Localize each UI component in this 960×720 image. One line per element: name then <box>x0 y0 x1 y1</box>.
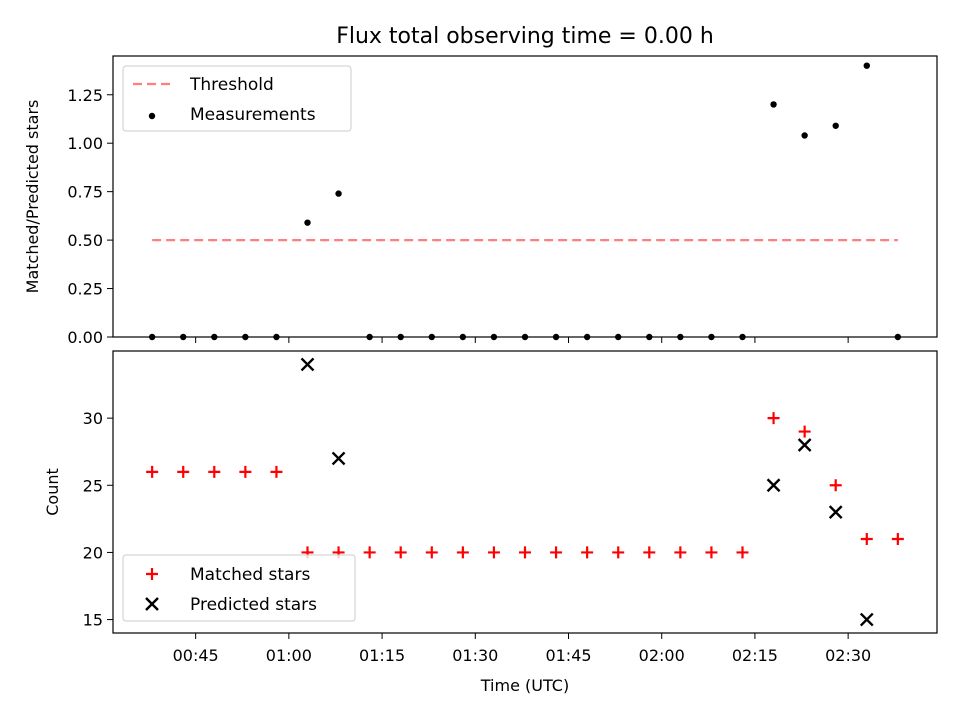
matched-star-marker <box>674 546 687 559</box>
matched-star-marker <box>829 479 842 492</box>
top-legend-box <box>122 65 352 132</box>
legend-threshold-label: Threshold <box>189 75 274 95</box>
legend-measurements-swatch <box>148 112 156 120</box>
matched-star-marker <box>487 546 500 559</box>
matched-star-marker <box>767 412 780 425</box>
bottom-xtick-label: 00:45 <box>173 646 219 665</box>
matched-star-marker <box>612 546 625 559</box>
matched-star-marker <box>705 546 718 559</box>
top-chart-title: Flux total observing time = 0.00 h <box>336 24 714 49</box>
top-ytick-label: 1.00 <box>67 134 103 153</box>
predicted-star-marker <box>828 505 843 519</box>
matched-star-marker <box>643 546 656 559</box>
matched-star-marker <box>798 425 811 438</box>
measurement-point <box>583 333 591 341</box>
measurement-point <box>397 333 404 341</box>
measurement-point <box>552 333 560 341</box>
legend-matched-label: Matched stars <box>190 565 310 585</box>
measurement-point <box>335 190 342 197</box>
predicted-star-marker <box>300 357 315 372</box>
measurement-point <box>863 62 870 69</box>
measurement-point <box>521 333 529 341</box>
matched-star-marker <box>394 546 407 559</box>
measurement-point <box>894 333 902 341</box>
legend-measurements-label: Measurements <box>190 105 316 125</box>
bottom-ytick-label: 15 <box>83 611 103 630</box>
measurement-point <box>832 122 839 129</box>
matched-star-marker <box>550 546 563 559</box>
measurement-point <box>770 101 777 108</box>
measurement-point <box>459 333 467 341</box>
measurement-point <box>677 333 684 341</box>
predicted-star-marker <box>331 451 346 466</box>
top-plot: 0.00 0.25 0.50 0.75 1.00 1.25 Matched/Predicte… <box>23 55 938 347</box>
measurement-point <box>428 333 435 341</box>
bottom-axes-frame <box>112 350 938 634</box>
bottom-xtick-label: 02:30 <box>825 646 871 665</box>
bottom-xlabel: Time (UTC) <box>480 676 569 695</box>
legend-predicted-label: Predicted stars <box>190 595 317 615</box>
measurement-point <box>739 333 746 341</box>
matched-star-marker <box>177 465 190 478</box>
measurement-point <box>148 333 156 341</box>
top-ytick-label: 0.25 <box>67 280 103 299</box>
bottom-ytick-label: 20 <box>83 543 103 562</box>
measurement-point <box>708 333 715 341</box>
matched-star-marker <box>239 465 252 478</box>
matched-star-marker <box>736 546 749 559</box>
matched-star-marker <box>363 546 376 559</box>
matched-star-marker <box>146 465 159 478</box>
matched-star-marker <box>891 533 904 545</box>
predicted-star-marker <box>766 478 781 493</box>
top-ytick-label: 1.25 <box>67 86 103 105</box>
predicted-star-marker <box>859 612 874 627</box>
matched-star-marker <box>519 546 531 559</box>
measurement-point <box>801 132 808 139</box>
measurement-point <box>180 333 187 341</box>
measurement-point <box>304 219 311 226</box>
measurement-point <box>273 333 280 341</box>
legend-predicted-swatch <box>145 597 159 611</box>
bottom-ylabel: Count <box>43 468 62 516</box>
matched-star-marker <box>208 465 221 478</box>
measurement-point <box>242 333 249 341</box>
legend-matched-swatch <box>146 568 158 580</box>
predicted-star-marker <box>797 438 812 452</box>
matched-star-marker <box>270 465 283 478</box>
bottom-ytick-label: 30 <box>83 409 103 428</box>
bottom-ytick-label: 25 <box>83 476 103 495</box>
bottom-xtick-label: 01:45 <box>545 646 591 665</box>
top-ytick-label: 0.75 <box>67 183 103 202</box>
bottom-legend-box <box>122 554 356 622</box>
matched-star-marker <box>456 546 469 559</box>
measurement-point <box>211 333 218 341</box>
measurement-point <box>615 333 622 341</box>
bottom-xtick-label: 02:15 <box>732 646 778 665</box>
matched-star-marker <box>581 546 594 559</box>
bottom-xtick-label: 02:00 <box>639 646 685 665</box>
measurement-point <box>646 333 653 341</box>
matched-star-marker <box>860 533 873 545</box>
bottom-xtick-label: 01:15 <box>359 646 405 665</box>
bottom-xtick-label: 01:00 <box>266 646 312 665</box>
bottom-xtick-label: 01:30 <box>452 646 498 665</box>
top-ylabel: Matched/Predicted stars <box>23 100 42 294</box>
top-ytick-label: 0.50 <box>67 231 103 250</box>
measurement-point <box>490 333 498 341</box>
measurement-point <box>366 333 373 341</box>
top-ytick-label: 0.00 <box>67 328 103 347</box>
matched-star-marker <box>425 546 438 559</box>
bottom-plot: 15 20 25 30 00:45 01:00 01:15 01:30 01:45 02:00 02… <box>43 350 938 695</box>
